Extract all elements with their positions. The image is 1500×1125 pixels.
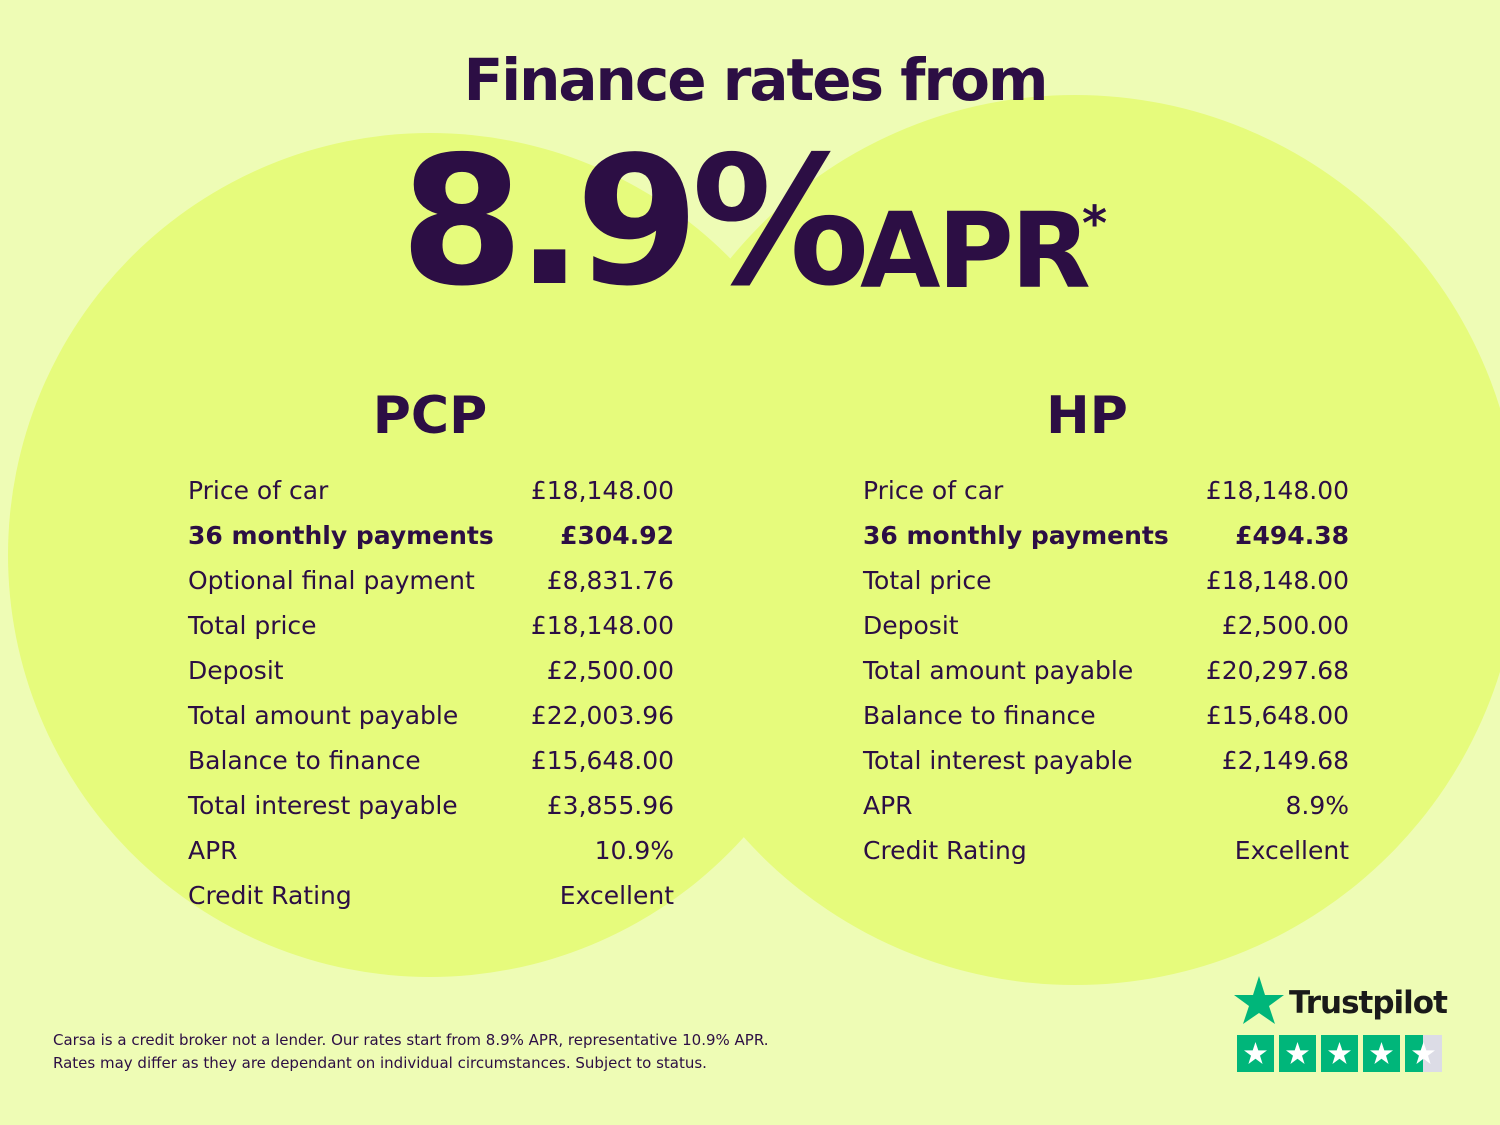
trustpilot-logo: [1234, 976, 1284, 1024]
row-value: £8,831.76: [546, 566, 674, 595]
row-label: Price of car: [188, 476, 329, 505]
row-value: £18,148.00: [530, 476, 674, 505]
row-label: Balance to finance: [863, 701, 1096, 730]
row-label: Optional final payment: [188, 566, 475, 595]
table-row: Price of car £18,148.00: [188, 468, 674, 513]
table-row: Total interest payable £2,149.68: [863, 738, 1349, 783]
table-row: Optional final payment £8,831.76: [188, 558, 674, 603]
row-label: Credit Rating: [188, 881, 352, 910]
plan-title: PCP: [372, 386, 488, 446]
table-row: Price of car £18,148.00: [863, 468, 1349, 513]
row-label: Credit Rating: [863, 836, 1027, 865]
row-value: £2,500.00: [546, 656, 674, 685]
row-value: £15,648.00: [1205, 701, 1349, 730]
table-row: Deposit £2,500.00: [863, 603, 1349, 648]
plan-table: Price of car £18,148.00 36 monthly payment…: [188, 468, 674, 918]
title: Finance rates from: [463, 46, 1049, 114]
table-row: Total price £18,148.00: [188, 603, 674, 648]
row-value: £2,149.68: [1221, 746, 1349, 775]
row-label: Balance to finance: [188, 746, 421, 775]
table-row: APR 8.9%: [863, 783, 1349, 828]
rate-asterisk: *: [1082, 196, 1108, 252]
row-value: £20,297.68: [1205, 656, 1349, 685]
row-value: 8.9%: [1285, 791, 1349, 820]
left-circle: [8, 133, 852, 977]
row-value: Excellent: [559, 881, 674, 910]
row-label: Total interest payable: [188, 791, 458, 820]
table-row: Total amount payable £22,003.96: [188, 693, 674, 738]
row-value: 10.9%: [594, 836, 674, 865]
row-label: 36 monthly payments: [863, 521, 1169, 550]
row-label: Total interest payable: [863, 746, 1133, 775]
row-label: Price of car: [863, 476, 1004, 505]
row-value: £22,003.96: [530, 701, 674, 730]
row-value: £18,148.00: [530, 611, 674, 640]
plan-table: Price of car £18,148.00 36 monthly payment…: [863, 468, 1349, 873]
table-row: 36 monthly payments £494.38: [863, 513, 1349, 558]
trustpilot-brand: Trustpilot: [1289, 985, 1448, 1021]
row-label: Total price: [863, 566, 992, 595]
row-value: £494.38: [1235, 521, 1349, 550]
table-row: APR 10.9%: [188, 828, 674, 873]
row-value: Excellent: [1234, 836, 1349, 865]
table-row: Credit Rating Excellent: [863, 828, 1349, 873]
table-row: Credit Rating Excellent: [188, 873, 674, 918]
footnote: Rates may differ as they are dependant o…: [53, 1054, 707, 1072]
rate: 8.9%: [400, 118, 870, 325]
footnote: Carsa is a credit broker not a lender. O…: [53, 1031, 769, 1049]
right-circle: [630, 95, 1500, 985]
table-row: Balance to finance £15,648.00: [863, 693, 1349, 738]
table-row: Deposit £2,500.00: [188, 648, 674, 693]
row-value: £18,148.00: [1205, 476, 1349, 505]
row-label: 36 monthly payments: [188, 521, 494, 550]
row-label: Total amount payable: [188, 701, 459, 730]
plan-title: HP: [1046, 386, 1128, 446]
table-row: Total price £18,148.00: [863, 558, 1349, 603]
row-label: APR: [863, 791, 913, 820]
row-value: £3,855.96: [546, 791, 674, 820]
row-label: Deposit: [188, 656, 284, 685]
table-row: Total interest payable £3,855.96: [188, 783, 674, 828]
rating-stars: [1237, 1035, 1442, 1072]
row-value: £2,500.00: [1221, 611, 1349, 640]
row-label: APR: [188, 836, 238, 865]
table-row: Total amount payable £20,297.68: [863, 648, 1349, 693]
row-label: Total price: [188, 611, 317, 640]
row-value: £15,648.00: [530, 746, 674, 775]
row-value: £18,148.00: [1205, 566, 1349, 595]
row-value: £304.92: [560, 521, 674, 550]
rate-unit: APR: [860, 190, 1091, 312]
row-label: Total amount payable: [863, 656, 1134, 685]
table-row: 36 monthly payments £304.92: [188, 513, 674, 558]
table-row: Balance to finance £15,648.00: [188, 738, 674, 783]
row-label: Deposit: [863, 611, 959, 640]
